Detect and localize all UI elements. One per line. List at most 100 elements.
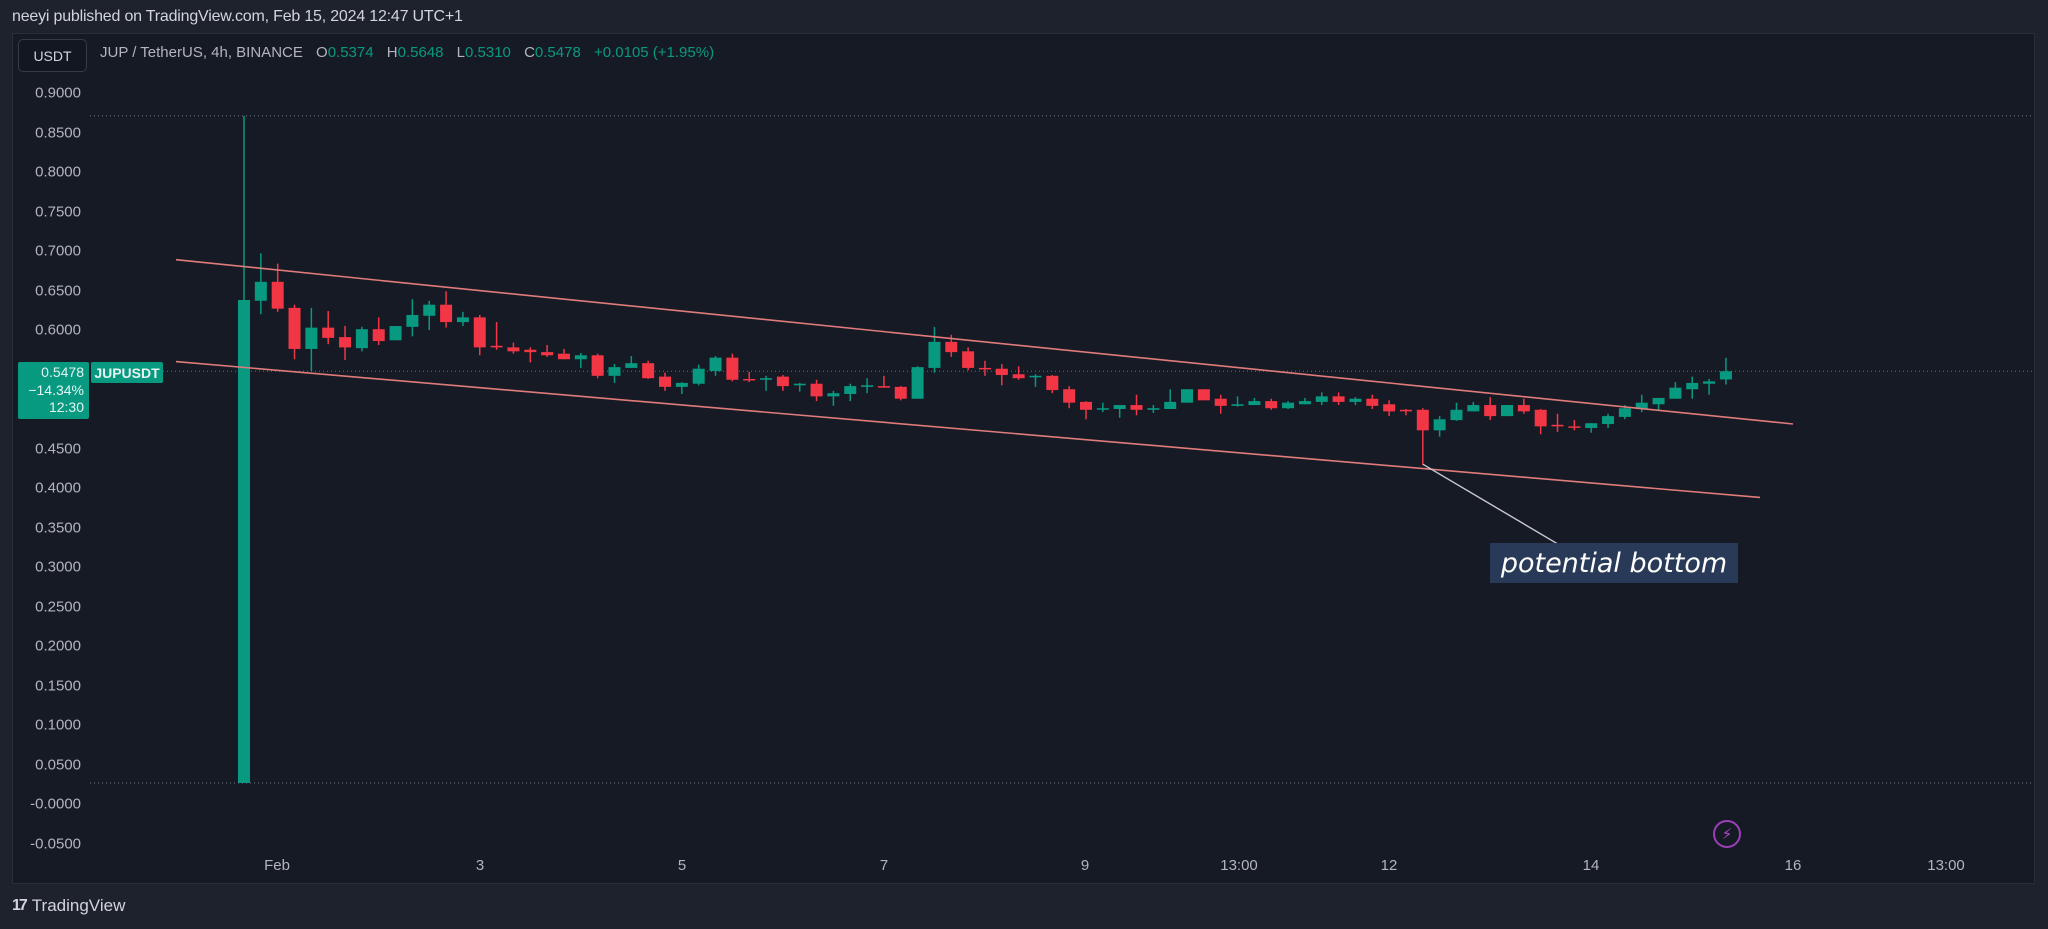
published-byline: neeyi published on TradingView.com, Feb … bbox=[12, 8, 463, 25]
candle-body bbox=[1383, 404, 1396, 412]
candle-body bbox=[305, 327, 318, 349]
candle-body bbox=[1298, 401, 1311, 405]
candle-body bbox=[1433, 419, 1446, 431]
candle-body bbox=[911, 367, 924, 399]
candle-body bbox=[844, 386, 857, 394]
close-label: C bbox=[524, 44, 535, 61]
currency-button[interactable]: USDT bbox=[18, 39, 87, 72]
candle-body bbox=[254, 281, 267, 301]
candle-body bbox=[1399, 409, 1412, 412]
candle-body bbox=[1248, 401, 1261, 406]
high-label: H bbox=[386, 44, 398, 61]
candle-body bbox=[406, 314, 419, 327]
x-tick-label: 14 bbox=[1582, 857, 1600, 874]
candle-body bbox=[945, 341, 958, 353]
annotation-pointer-line bbox=[1422, 463, 1575, 555]
channel-lower-trendline bbox=[175, 360, 1761, 499]
candle-body bbox=[507, 347, 520, 352]
channel-upper-trendline bbox=[175, 258, 1794, 425]
candle-body bbox=[642, 363, 655, 379]
candle-body bbox=[322, 327, 335, 338]
y-tick-label: 0.1500 bbox=[35, 677, 81, 694]
candle-body bbox=[1332, 396, 1345, 402]
candle-body bbox=[1602, 416, 1615, 425]
high-value: 0.5648 bbox=[397, 44, 444, 61]
y-tick-label: 0.9000 bbox=[35, 84, 81, 102]
x-tick-label: 7 bbox=[879, 857, 889, 874]
candle-body bbox=[1130, 405, 1143, 410]
candle-body bbox=[271, 281, 284, 309]
x-tick-label: 9 bbox=[1080, 857, 1090, 874]
candle-body bbox=[675, 382, 688, 387]
candle-body bbox=[1719, 371, 1732, 380]
symbol-tag: JUPUSDT bbox=[91, 362, 163, 383]
y-tick-label: 0.6500 bbox=[35, 282, 81, 299]
candle-body bbox=[339, 337, 352, 348]
tradingview-logo-icon: 17 bbox=[12, 897, 28, 914]
candle-body bbox=[861, 385, 874, 387]
candle-body bbox=[1517, 405, 1530, 412]
candle-body bbox=[423, 304, 436, 316]
candle-body bbox=[743, 378, 756, 381]
ohlc-legend: JUP / TetherUS, 4h, BINANCE O0.5374 H0.5… bbox=[100, 44, 714, 61]
y-tick-label: 0.1000 bbox=[35, 716, 81, 734]
candle-body bbox=[1113, 405, 1126, 409]
x-tick-label: 12 bbox=[1380, 857, 1398, 874]
candle-body bbox=[1568, 426, 1581, 428]
y-tick-label: 0.2000 bbox=[35, 637, 81, 655]
x-tick-label: Feb bbox=[264, 857, 290, 874]
y-tick-label: 0.0500 bbox=[35, 756, 81, 773]
candle-body bbox=[490, 345, 503, 348]
candle-body bbox=[355, 329, 368, 349]
y-tick-label: 0.7000 bbox=[35, 242, 81, 260]
candle-body bbox=[1551, 424, 1564, 427]
candle-body bbox=[541, 352, 554, 356]
low-value: 0.5310 bbox=[465, 44, 511, 61]
x-tick-label: 13:00 bbox=[1927, 857, 1965, 874]
candle-body bbox=[524, 349, 537, 353]
candle-body bbox=[877, 386, 890, 388]
open-label: O bbox=[316, 44, 328, 61]
candle-body bbox=[557, 353, 570, 360]
candle-body bbox=[659, 376, 671, 387]
candle-body bbox=[1214, 398, 1227, 406]
y-tick-label: 0.4500 bbox=[35, 440, 81, 457]
candle-body bbox=[574, 355, 587, 360]
candle-body bbox=[1467, 405, 1480, 412]
candle-body bbox=[1585, 423, 1598, 428]
candle-body bbox=[1315, 396, 1328, 402]
candle-body bbox=[1080, 401, 1092, 410]
annotation-callout[interactable]: potential bottom bbox=[1490, 543, 1738, 583]
candle-body bbox=[1416, 409, 1429, 431]
low-label: L bbox=[456, 44, 466, 61]
close-value: 0.5478 bbox=[534, 44, 581, 61]
footer-brand[interactable]: 17 TradingView bbox=[12, 896, 125, 916]
candle-body bbox=[1265, 401, 1278, 409]
candle-body bbox=[1450, 409, 1463, 421]
x-tick-label: 3 bbox=[475, 857, 485, 874]
candle-body bbox=[1046, 375, 1059, 391]
y-tick-label: 0.8000 bbox=[35, 163, 81, 181]
y-tick-label: 0.7500 bbox=[35, 203, 81, 220]
candle-body bbox=[1282, 402, 1295, 409]
candle-body bbox=[894, 386, 907, 399]
change-value: +0.0105 (+1.95%) bbox=[593, 44, 715, 61]
candle-body bbox=[962, 351, 975, 368]
last-price: 0.5478 bbox=[41, 364, 84, 380]
candle-body bbox=[995, 368, 1008, 376]
y-tick-label: -0.0500 bbox=[30, 835, 81, 852]
candle-body bbox=[456, 317, 469, 323]
last-price-tag: 0.5478 −14.34% 12:30 bbox=[18, 362, 89, 419]
candle-body bbox=[1096, 408, 1109, 410]
chart-frame[interactable] bbox=[12, 33, 2035, 884]
candle-body bbox=[1181, 389, 1194, 403]
y-tick-label: 0.3000 bbox=[35, 558, 81, 576]
candle-body bbox=[1164, 401, 1177, 409]
candle-body bbox=[1147, 408, 1160, 410]
candle-body bbox=[440, 304, 453, 323]
symbol-title[interactable]: JUP / TetherUS, 4h, BINANCE bbox=[100, 44, 303, 61]
lightning-icon[interactable]: ⚡ bbox=[1713, 820, 1741, 848]
candle-body bbox=[238, 299, 250, 783]
candle-body bbox=[1618, 408, 1631, 417]
